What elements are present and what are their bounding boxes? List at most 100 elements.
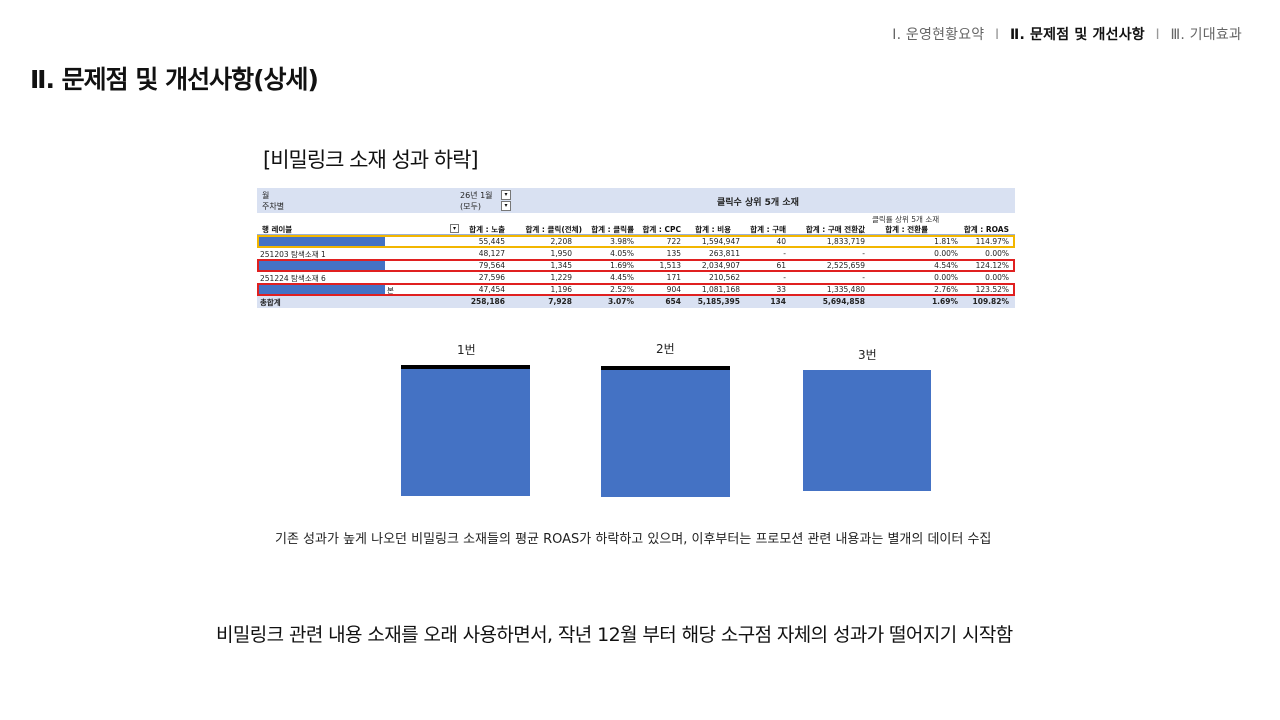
- cell-clicks: 1,229: [550, 273, 572, 282]
- cell-cpc: 135: [666, 249, 681, 258]
- column-header: 합계 : 전환률: [885, 225, 928, 234]
- cell-roas: 123.52%: [975, 285, 1009, 294]
- cell-cost: 263,811: [708, 249, 740, 258]
- cell-ctr: 1.69%: [610, 261, 634, 270]
- cell-impressions: 55,445: [478, 237, 505, 246]
- column-header: 행 레이블: [262, 225, 293, 234]
- filter-dropdown-icon[interactable]: ▾: [501, 201, 511, 211]
- cell-cvr: 0.00%: [934, 249, 958, 258]
- nav-item-summary[interactable]: Ⅰ. 운영현황요약: [892, 27, 985, 43]
- cell-cost: 5,185,395: [697, 297, 740, 306]
- section-label: [비밀링크 소재 성과 하락]: [263, 148, 479, 172]
- cell-impressions: 79,564: [478, 261, 505, 270]
- cell-ctr: 4.05%: [610, 249, 634, 258]
- pivot-table: 월 주차별 26년 1월 (모두) ▾ ▾ 클릭수 상위 5개 소재 클릭률 상…: [257, 188, 1015, 308]
- row-label: 251203 탐색소재 1: [260, 250, 326, 259]
- ad-creative-1: [401, 365, 530, 496]
- column-header: 합계 : ROAS: [963, 225, 1009, 234]
- highlight-box-red: [257, 283, 1015, 296]
- cell-clicks: 1,345: [550, 261, 572, 270]
- cell-purchase-value: -: [862, 273, 865, 282]
- cell-roas: 124.12%: [975, 261, 1009, 270]
- pivot-filter-area: 월 주차별 26년 1월 (모두) ▾ ▾ 클릭수 상위 5개 소재: [257, 188, 1015, 213]
- filter-value-month: 26년 1월: [460, 191, 493, 200]
- cell-ctr: 3.98%: [610, 237, 634, 246]
- caption-text: 기존 성과가 높게 나오던 비밀링크 소재들의 평균 ROAS가 하락하고 있으…: [275, 532, 992, 547]
- column-header: 합계 : 클릭(전체): [525, 225, 582, 234]
- row-filter-icon[interactable]: ▾: [450, 224, 459, 233]
- cell-cpc: 171: [666, 273, 681, 282]
- row-label: 251224 탐색소재 6: [260, 274, 326, 283]
- nav-item-effects[interactable]: Ⅲ. 기대효과: [1170, 27, 1242, 43]
- cell-clicks: 2,208: [550, 237, 572, 246]
- cell-impressions: 48,127: [478, 249, 505, 258]
- cell-cvr: 2.76%: [934, 285, 958, 294]
- cell-purchases: 61: [776, 261, 786, 270]
- pivot-title: 클릭수 상위 5개 소재: [717, 198, 799, 208]
- table-row: 251203 탐색소재 1 48,127 1,950 4.05% 135 263…: [257, 248, 1015, 259]
- cell-ctr: 2.52%: [610, 285, 634, 294]
- pivot-header-row: 행 레이블 ▾ 합계 : 노출 합계 : 클릭(전체) 합계 : 클릭률 합계 …: [257, 223, 1015, 235]
- cell-cvr: 1.81%: [934, 237, 958, 246]
- filter-label-week: 주차별: [262, 202, 285, 211]
- ad-label-1: 1번: [457, 343, 476, 357]
- total-row: 총합계 258,186 7,928 3.07% 654 5,185,395 13…: [257, 296, 1015, 308]
- cell-purchases: 33: [776, 285, 786, 294]
- filter-label-month: 월: [262, 191, 270, 200]
- cell-cvr: 1.69%: [931, 297, 958, 306]
- redaction-bar: [257, 237, 385, 246]
- nav-separator: I: [995, 27, 1000, 43]
- cell-roas: 0.00%: [985, 249, 1009, 258]
- cell-impressions: 27,596: [478, 273, 505, 282]
- table-row: 본 47,454 1,196 2.52% 904 1,081,168 33 1,…: [257, 284, 1015, 295]
- filter-value-week: (모두): [460, 202, 481, 211]
- cell-purchases: 134: [770, 297, 786, 306]
- cell-cpc: 1,513: [659, 261, 681, 270]
- cell-clicks: 1,196: [550, 285, 572, 294]
- highlight-box-red: [257, 259, 1015, 272]
- nav-item-issues[interactable]: Ⅱ. 문제점 및 개선사항: [1010, 27, 1145, 43]
- column-header: 합계 : 비용: [695, 225, 731, 234]
- redaction-bar: [257, 261, 385, 270]
- cell-impressions: 47,454: [478, 285, 505, 294]
- cell-roas: 109.82%: [972, 297, 1009, 306]
- cell-purchase-value: 1,833,719: [826, 237, 865, 246]
- column-header: 합계 : 클릭률: [591, 225, 634, 234]
- cell-clicks: 7,928: [548, 297, 572, 306]
- cell-purchases: 40: [776, 237, 786, 246]
- table-row: 251224 탐색소재 6 27,596 1,229 4.45% 171 210…: [257, 272, 1015, 283]
- cell-cost: 2,034,907: [701, 261, 740, 270]
- section-nav: Ⅰ. 운영현황요약 I Ⅱ. 문제점 및 개선사항 I Ⅲ. 기대효과: [892, 24, 1242, 44]
- cell-cost: 210,562: [708, 273, 740, 282]
- cell-purchases: -: [783, 273, 786, 282]
- cell-cvr: 4.54%: [934, 261, 958, 270]
- cell-ctr: 3.07%: [607, 297, 634, 306]
- cell-roas: 0.00%: [985, 273, 1009, 282]
- cell-cvr: 0.00%: [934, 273, 958, 282]
- ad-label-2: 2번: [656, 342, 675, 356]
- nav-separator: I: [1155, 27, 1160, 43]
- cell-cost: 1,081,168: [701, 285, 740, 294]
- row-label: 본: [387, 286, 394, 295]
- column-header: 합계 : 구매: [750, 225, 786, 234]
- pivot-subtitle: 클릭률 상위 5개 소재: [872, 215, 940, 224]
- total-label: 총합계: [260, 298, 281, 307]
- ad-label-3: 3번: [858, 348, 877, 362]
- cell-roas: 114.97%: [975, 237, 1009, 246]
- cell-cost: 1,594,947: [701, 237, 740, 246]
- redaction-bar: [257, 285, 385, 294]
- cell-purchase-value: 2,525,659: [826, 261, 865, 270]
- cell-purchase-value: -: [862, 249, 865, 258]
- column-header: 합계 : 노출: [469, 225, 505, 234]
- ad-creative-2: [601, 366, 730, 497]
- table-row: 79,564 1,345 1.69% 1,513 2,034,907 61 2,…: [257, 260, 1015, 271]
- cell-cpc: 904: [666, 285, 681, 294]
- cell-cpc: 654: [665, 297, 681, 306]
- cell-clicks: 1,950: [550, 249, 572, 258]
- column-header: 합계 : 구매 전환값: [805, 225, 865, 234]
- cell-purchase-value: 1,335,480: [826, 285, 865, 294]
- table-row: 55,445 2,208 3.98% 722 1,594,947 40 1,83…: [257, 236, 1015, 247]
- cell-ctr: 4.45%: [610, 273, 634, 282]
- conclusion-text: 비밀링크 관련 내용 소재를 오래 사용하면서, 작년 12월 부터 해당 소구…: [216, 624, 1013, 646]
- filter-dropdown-icon[interactable]: ▾: [501, 190, 511, 200]
